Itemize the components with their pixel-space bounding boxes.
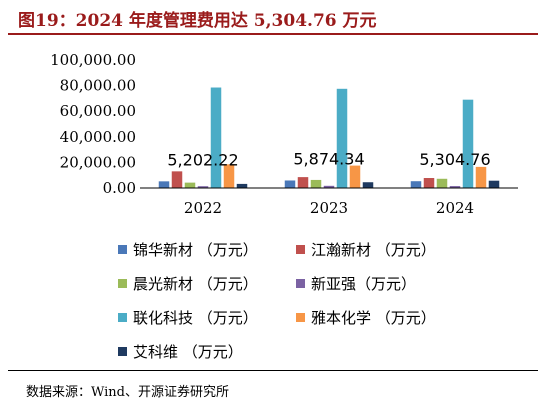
- bar: [436, 178, 448, 188]
- y-tick-label: 40,000.00: [60, 128, 136, 146]
- legend-swatch: [296, 278, 305, 288]
- legend-item: 江瀚新材 （万元）: [296, 239, 436, 260]
- legend-label: 锦华新材 （万元）: [133, 240, 258, 259]
- legend-swatch: [296, 312, 305, 322]
- source-note: 数据来源：Wind、开源证券研究所: [26, 385, 229, 400]
- legend-item: 艾科维 （万元）: [118, 341, 296, 362]
- bar: [310, 179, 322, 188]
- bar: [236, 183, 248, 188]
- legend-swatch: [118, 346, 127, 356]
- legend-label: 艾科维 （万元）: [133, 342, 243, 361]
- y-tick-label: 80,000.00: [60, 77, 136, 95]
- bar: [297, 177, 309, 188]
- legend: 锦华新材 （万元） 江瀚新材 （万元） 晨光新材 （万元） 新亚强（万元） 联化…: [118, 232, 538, 368]
- legend-label: 联化科技 （万元）: [133, 308, 258, 327]
- legend-item: 锦华新材 （万元）: [118, 239, 296, 260]
- bar: [462, 99, 474, 188]
- bar: [184, 182, 196, 188]
- data-label: 5,304.76: [419, 150, 490, 169]
- bar: [171, 171, 183, 188]
- bar: [362, 182, 374, 188]
- legend-swatch: [118, 278, 127, 288]
- bar: [449, 186, 461, 188]
- x-axis-ticks: 2022 2023 2024: [184, 199, 474, 217]
- bar-chart: 0.00 20,000.00 40,000.00 60,000.00 80,000.00…: [50, 51, 518, 217]
- bars: [158, 87, 500, 188]
- legend-row: 锦华新材 （万元） 江瀚新材 （万元）: [118, 232, 538, 266]
- bar: [475, 166, 487, 188]
- legend-label: 新亚强（万元）: [311, 274, 417, 293]
- bar: [410, 181, 422, 188]
- y-tick-label: 60,000.00: [60, 102, 136, 120]
- bar: [423, 178, 435, 188]
- bar: [223, 164, 235, 188]
- bar: [210, 87, 222, 188]
- data-labels: 5,202.22 5,874.34 5,304.76: [167, 149, 490, 169]
- bar: [336, 88, 348, 188]
- legend-label: 雅本化学 （万元）: [311, 308, 436, 327]
- data-label: 5,202.22: [167, 150, 238, 169]
- legend-row: 晨光新材 （万元） 新亚强（万元）: [118, 266, 538, 300]
- legend-item: 联化科技 （万元）: [118, 307, 296, 328]
- x-tick-label: 2023: [310, 199, 348, 217]
- legend-label: 江瀚新材 （万元）: [311, 240, 436, 259]
- figure-title: 图19：2024 年度管理费用达 5,304.76 万元: [18, 11, 377, 31]
- y-tick-label: 20,000.00: [60, 153, 136, 171]
- y-tick-label: 0.00: [103, 179, 136, 197]
- legend-row: 联化科技 （万元） 雅本化学 （万元）: [118, 300, 538, 334]
- legend-swatch: [296, 244, 305, 254]
- y-tick-label: 100,000.00: [50, 51, 136, 69]
- legend-swatch: [118, 244, 127, 254]
- bar: [158, 181, 170, 188]
- bar: [284, 180, 296, 188]
- title-rule: [8, 33, 538, 35]
- bar: [323, 185, 335, 188]
- legend-label: 晨光新材 （万元）: [133, 274, 258, 293]
- data-label: 5,874.34: [293, 149, 364, 168]
- legend-item: 雅本化学 （万元）: [296, 307, 436, 328]
- bar: [488, 180, 500, 188]
- bar: [197, 186, 209, 188]
- x-tick-label: 2024: [436, 199, 474, 217]
- y-axis-ticks: 0.00 20,000.00 40,000.00 60,000.00 80,000.00…: [50, 51, 136, 197]
- legend-row: 艾科维 （万元）: [118, 334, 538, 368]
- legend-swatch: [118, 312, 127, 322]
- source-rule: [8, 370, 538, 371]
- legend-item: 晨光新材 （万元）: [118, 273, 296, 294]
- legend-item: 新亚强（万元）: [296, 273, 416, 294]
- bar: [349, 165, 361, 188]
- x-tick-label: 2022: [184, 199, 222, 217]
